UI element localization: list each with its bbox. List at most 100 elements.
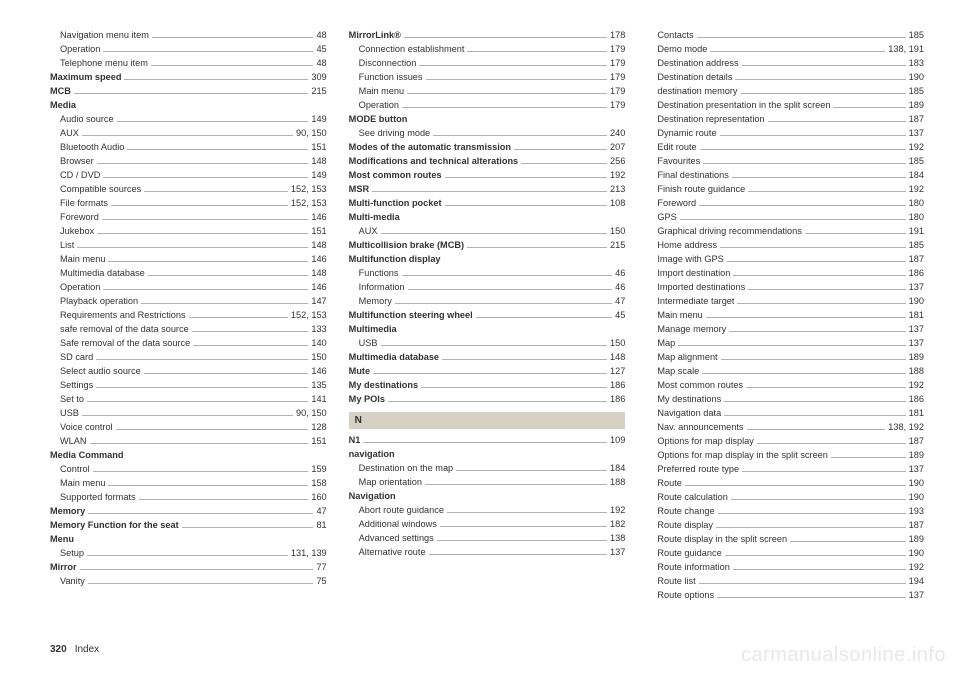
index-entry: File formats152, 153 (50, 196, 327, 210)
leader-line (87, 555, 288, 556)
index-entry: safe removal of the data source133 (50, 322, 327, 336)
entry-label: MSR (349, 182, 369, 196)
index-entry: Modes of the automatic transmission207 (349, 140, 626, 154)
index-entry: Safe removal of the data source 140 (50, 336, 327, 350)
entry-label: Route information (657, 560, 730, 574)
section-head-n: N (349, 412, 626, 429)
page-footer: 320Index (50, 644, 99, 655)
entry-label: Edit route (657, 140, 696, 154)
index-entry: Import destination186 (647, 266, 924, 280)
entry-page: 138, 192 (888, 420, 924, 434)
entry-label: Image with GPS (657, 252, 723, 266)
entry-page: 131, 139 (291, 546, 327, 560)
leader-line (90, 443, 309, 444)
entry-label: File formats (60, 196, 108, 210)
leader-line (737, 303, 905, 304)
leader-line (80, 569, 314, 570)
leader-line (748, 191, 905, 192)
index-entry: Image with GPS187 (647, 252, 924, 266)
entry-page: 187 (909, 518, 924, 532)
index-entry: Map alignment189 (647, 350, 924, 364)
entry-label: GPS (657, 210, 676, 224)
leader-line (192, 331, 309, 332)
entry-page: 47 (316, 504, 326, 518)
entry-label: Jukebox (60, 224, 94, 238)
entry-page: 213 (610, 182, 625, 196)
index-entry: Mirror77 (50, 560, 327, 574)
leader-line (467, 51, 607, 52)
leader-line (731, 499, 906, 500)
leader-line (144, 373, 309, 374)
leader-line (108, 485, 308, 486)
entry-label: Mirror (50, 560, 77, 574)
entry-page: 152, 153 (291, 308, 327, 322)
leader-line (706, 317, 906, 318)
entry-label: Multifunction display (349, 252, 441, 266)
leader-line (96, 387, 308, 388)
leader-line (141, 303, 308, 304)
entry-label: Foreword (657, 196, 696, 210)
entry-page: 147 (311, 294, 326, 308)
entry-page: 150 (610, 224, 625, 238)
leader-line (447, 512, 607, 513)
leader-line (381, 233, 607, 234)
index-entry: Playback operation147 (50, 294, 327, 308)
entry-label: Settings (60, 378, 93, 392)
leader-line (467, 247, 607, 248)
leader-line (456, 470, 607, 471)
entry-page: 179 (610, 98, 625, 112)
index-entry: Multimedia database148 (349, 350, 626, 364)
index-entry: Destination on the map184 (349, 461, 626, 475)
entry-label: Navigation menu item (60, 28, 149, 42)
index-column-2: MirrorLink®178Connection establishment17… (349, 28, 626, 602)
entry-label: Main menu (60, 252, 105, 266)
leader-line (710, 51, 885, 52)
entry-label: Bluetooth Audio (60, 140, 124, 154)
entry-label: Main menu (657, 308, 702, 322)
leader-line (426, 79, 607, 80)
entry-label: safe removal of the data source (60, 322, 189, 336)
entry-label: Supported formats (60, 490, 136, 504)
entry-label: Operation (60, 42, 100, 56)
entry-label: Functions (359, 266, 399, 280)
entry-label: destination memory (657, 84, 737, 98)
entry-page: 186 (610, 392, 625, 406)
index-entry: MCB215 (50, 84, 327, 98)
leader-line (697, 37, 906, 38)
entry-label: Safe removal of the data source (60, 336, 190, 350)
leader-line (521, 163, 607, 164)
entry-page: 148 (311, 266, 326, 280)
entry-page: 180 (909, 210, 924, 224)
entry-page: 138, 191 (888, 42, 924, 56)
entry-label: Options for map display in the split scr… (657, 448, 828, 462)
entry-page: 191 (909, 224, 924, 238)
leader-line (111, 205, 288, 206)
entry-label: Multicollision brake (MCB) (349, 238, 464, 252)
index-entry: Most common routes192 (349, 168, 626, 182)
entry-page: 140 (311, 336, 326, 350)
entry-label: Favourites (657, 154, 700, 168)
leader-line (680, 219, 906, 220)
index-entry: USB90, 150 (50, 406, 327, 420)
index-entry: Graphical driving recommendations 191 (647, 224, 924, 238)
entry-page: 187 (909, 112, 924, 126)
index-entry: Bluetooth Audio151 (50, 140, 327, 154)
entry-label: My destinations (349, 378, 418, 392)
leader-line (97, 233, 308, 234)
leader-line (151, 65, 314, 66)
index-entry: Operation146 (50, 280, 327, 294)
index-entry: Select audio source146 (50, 364, 327, 378)
entry-page: 146 (311, 210, 326, 224)
index-entry: Imported destinations137 (647, 280, 924, 294)
index-entry: Options for map display187 (647, 434, 924, 448)
leader-line (833, 107, 905, 108)
entry-label: Navigation (349, 489, 396, 503)
entry-label: Graphical driving recommendations (657, 224, 802, 238)
entry-page: 141 (311, 392, 326, 406)
leader-line (742, 65, 906, 66)
index-entry: Alternative route137 (349, 545, 626, 559)
entry-page: 159 (311, 462, 326, 476)
entry-label: Control (60, 462, 90, 476)
index-entry: Set to141 (50, 392, 327, 406)
leader-line (82, 415, 293, 416)
